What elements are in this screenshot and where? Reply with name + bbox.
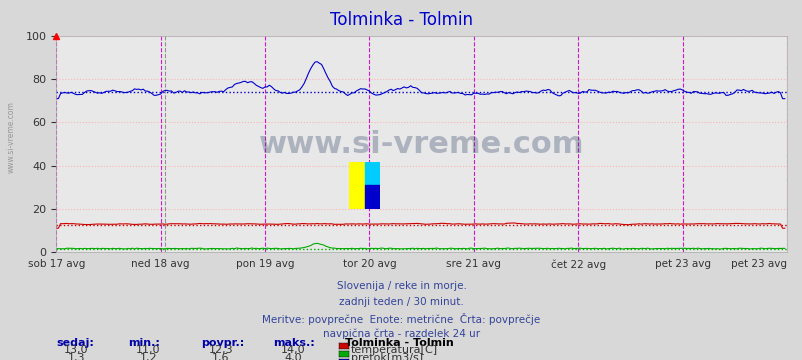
- Text: pon 19 avg: pon 19 avg: [236, 259, 294, 269]
- Text: www.si-vreme.com: www.si-vreme.com: [6, 101, 15, 173]
- Text: pet 23 avg: pet 23 avg: [654, 259, 710, 269]
- Text: 11,0: 11,0: [136, 345, 160, 355]
- Text: 1,3: 1,3: [67, 353, 85, 360]
- Text: Meritve: povprečne  Enote: metrične  Črta: povprečje: Meritve: povprečne Enote: metrične Črta:…: [262, 313, 540, 325]
- Text: povpr.:: povpr.:: [200, 338, 244, 348]
- Text: ned 18 avg: ned 18 avg: [132, 259, 189, 269]
- Text: pet 23 avg: pet 23 avg: [730, 259, 786, 269]
- Text: temperatura[C]: temperatura[C]: [350, 345, 437, 355]
- Text: Slovenija / reke in morje.: Slovenija / reke in morje.: [336, 281, 466, 291]
- Text: min.:: min.:: [128, 338, 160, 348]
- Bar: [364, 162, 379, 185]
- Text: čet 22 avg: čet 22 avg: [550, 259, 605, 270]
- Bar: [364, 185, 379, 209]
- Text: 14,0: 14,0: [281, 345, 305, 355]
- Text: sedaj:: sedaj:: [56, 338, 94, 348]
- Text: pretok[m3/s]: pretok[m3/s]: [350, 353, 423, 360]
- Text: www.si-vreme.com: www.si-vreme.com: [258, 130, 584, 158]
- Bar: [349, 162, 364, 209]
- Text: sob 17 avg: sob 17 avg: [27, 259, 85, 269]
- Text: 13,0: 13,0: [64, 345, 88, 355]
- Text: 1,6: 1,6: [212, 353, 229, 360]
- Text: 1,2: 1,2: [140, 353, 157, 360]
- Text: 4,0: 4,0: [284, 353, 302, 360]
- Text: Tolminka - Tolmin: Tolminka - Tolmin: [330, 11, 472, 29]
- Text: navpična črta - razdelek 24 ur: navpična črta - razdelek 24 ur: [322, 328, 480, 339]
- Text: sre 21 avg: sre 21 avg: [446, 259, 500, 269]
- Text: tor 20 avg: tor 20 avg: [342, 259, 395, 269]
- Text: zadnji teden / 30 minut.: zadnji teden / 30 minut.: [338, 297, 464, 307]
- Text: Tolminka - Tolmin: Tolminka - Tolmin: [345, 338, 453, 348]
- Text: 12,3: 12,3: [209, 345, 233, 355]
- Text: maks.:: maks.:: [273, 338, 314, 348]
